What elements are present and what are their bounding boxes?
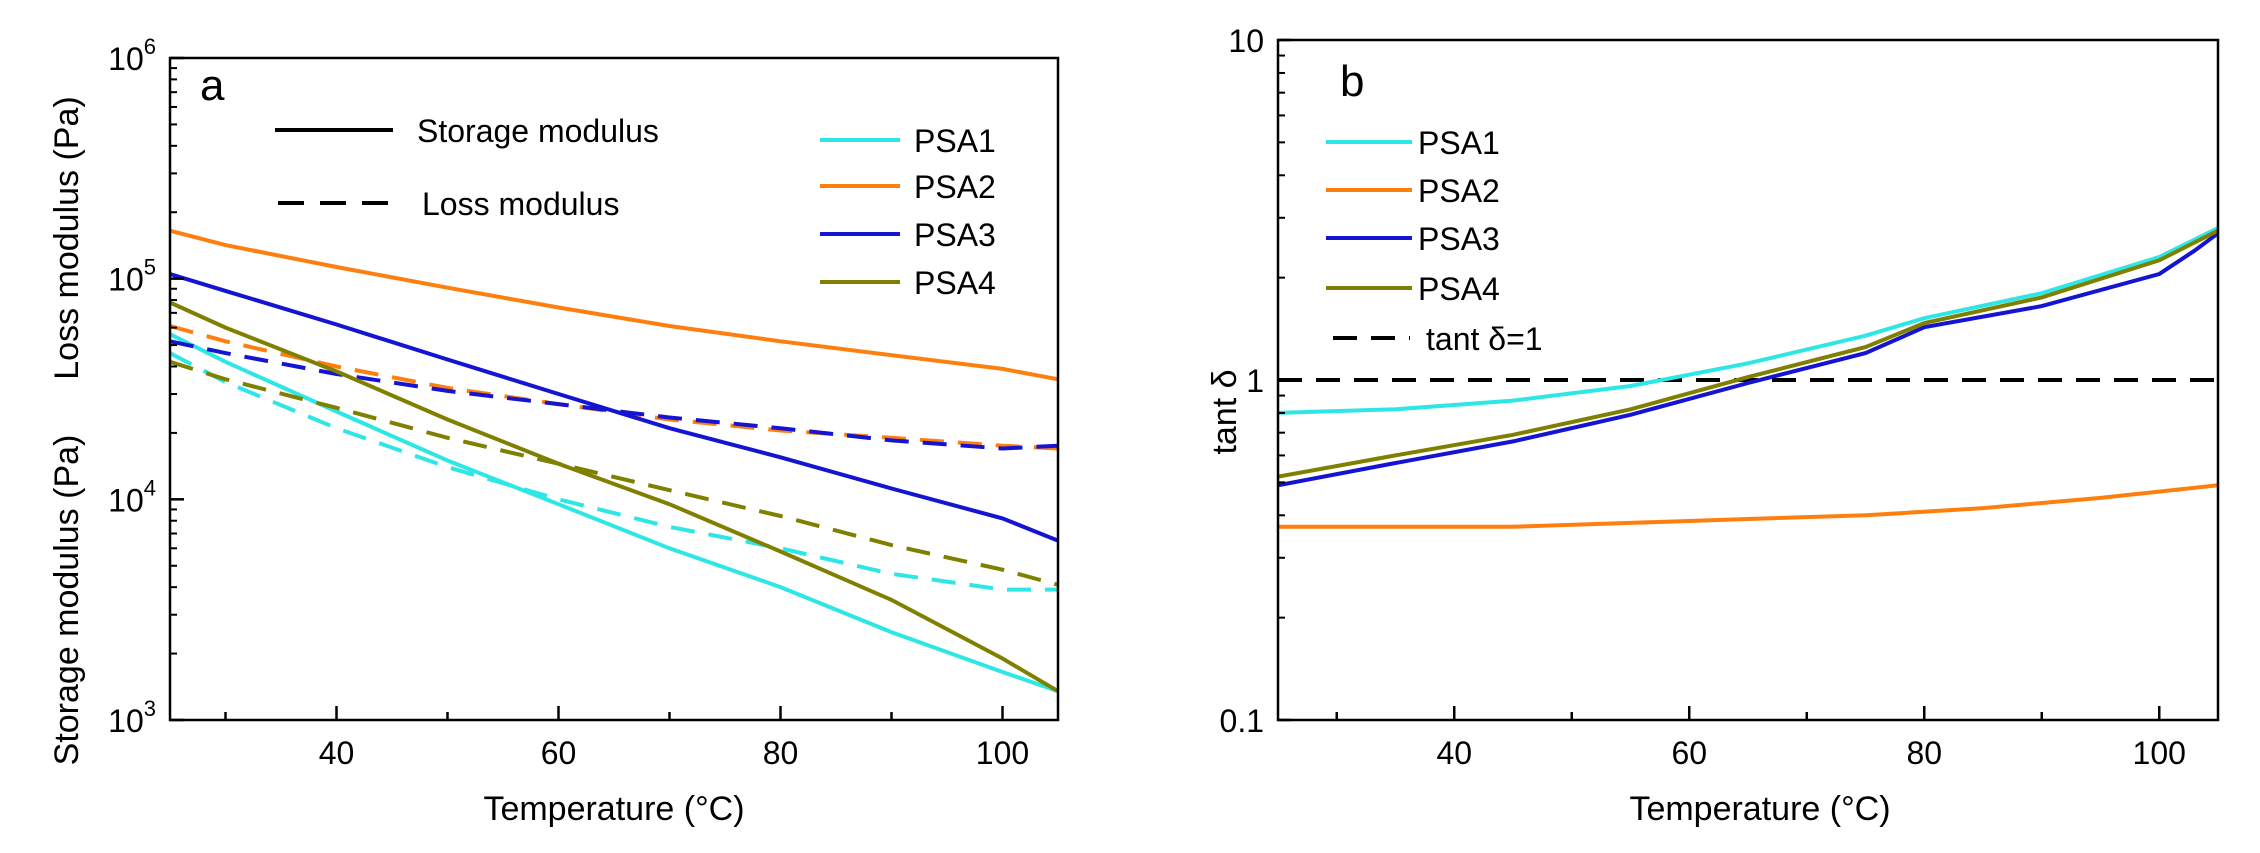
panel-b-label: b xyxy=(1340,57,1364,106)
panel-b-x-tick-label: 100 xyxy=(2133,735,2186,771)
panel-a-x-ticks: 40 60 80 100 xyxy=(224,706,1029,771)
panel-a-style-legend: Storage modulus Loss modulus xyxy=(275,113,659,222)
legend-b-psa2-label: PSA2 xyxy=(1418,173,1500,209)
panel-b-psa4-line xyxy=(1278,228,2218,479)
legend-a-psa4-label: PSA4 xyxy=(914,265,996,301)
panel-b-y-ticks: 0.1 1 10 xyxy=(1220,23,1292,739)
panel-a-y-tick-label: 103 xyxy=(108,696,156,739)
legend-b-reference-label: tant δ=1 xyxy=(1426,321,1543,357)
panel-a: 40 60 80 100 103 104 105 106 a Temperature (°C… xyxy=(48,34,1060,828)
panel-a-psa4-storage-line xyxy=(170,300,1058,693)
legend-a-psa3-label: PSA3 xyxy=(914,217,996,253)
panel-a-frame xyxy=(168,56,1060,722)
legend-b-psa4-label: PSA4 xyxy=(1418,271,1500,307)
panel-b-y-tick-label: 1 xyxy=(1246,363,1264,399)
legend-b-psa3-label: PSA3 xyxy=(1418,221,1500,257)
panel-a-y-tick-label: 104 xyxy=(108,475,156,518)
panel-a-x-tick-label: 80 xyxy=(763,735,799,771)
panel-a-y-tick-label: 105 xyxy=(108,255,156,298)
panel-b-x-ticks: 40 60 80 100 xyxy=(1335,706,2186,771)
panel-a-y-ticks: 103 104 105 106 xyxy=(108,34,184,739)
panel-b-series-group xyxy=(1278,226,2218,529)
legend-storage-modulus-label: Storage modulus xyxy=(417,113,659,149)
panel-a-label: a xyxy=(200,61,225,110)
panel-b-psa1-line xyxy=(1278,226,2218,415)
panel-b: 40 60 80 100 0.1 1 10 b Temperature (°C) tant… xyxy=(1206,23,2220,828)
panel-a-y-tick-label: 106 xyxy=(108,34,156,77)
panel-a-x-tick-label: 100 xyxy=(976,735,1029,771)
panel-a-y-axis-title-storage: Storage modulus (Pa) xyxy=(48,435,86,766)
legend-loss-modulus-label: Loss modulus xyxy=(422,186,619,222)
panel-a-psa3-storage-line xyxy=(170,272,1058,543)
panel-a-series-group xyxy=(170,228,1058,694)
panel-b-x-axis-title: Temperature (°C) xyxy=(1629,790,1890,828)
panel-a-psa2-storage-line xyxy=(170,228,1058,382)
legend-b-psa1-label: PSA1 xyxy=(1418,125,1500,161)
panel-a-y-axis-title-loss: Loss modulus (Pa) xyxy=(48,96,86,379)
panel-a-x-tick-label: 40 xyxy=(319,735,355,771)
panel-a-psa4-loss-line xyxy=(170,359,1058,587)
panel-b-legend: PSA1 PSA2 PSA3 PSA4 tant δ=1 xyxy=(1326,125,1543,357)
panel-b-psa2-line xyxy=(1278,483,2218,529)
panel-a-x-axis-title: Temperature (°C) xyxy=(483,790,744,828)
legend-a-psa1-label: PSA1 xyxy=(914,123,996,159)
panel-b-y-tick-label: 0.1 xyxy=(1220,703,1264,739)
panel-a-psa2-loss-line xyxy=(170,324,1058,451)
panel-a-x-tick-label: 60 xyxy=(541,735,577,771)
panel-b-y-axis-title: tant δ xyxy=(1206,369,1244,454)
panel-a-psa1-loss-line xyxy=(170,351,1058,592)
panel-b-x-tick-label: 40 xyxy=(1436,735,1472,771)
panel-b-x-tick-label: 60 xyxy=(1671,735,1707,771)
panel-a-series-legend: PSA1 PSA2 PSA3 PSA4 xyxy=(820,123,996,301)
panel-a-psa1-storage-line xyxy=(170,332,1058,694)
panel-b-psa3-line xyxy=(1278,231,2218,488)
panel-b-y-tick-label: 10 xyxy=(1228,23,1264,59)
panel-b-x-tick-label: 80 xyxy=(1906,735,1942,771)
legend-a-psa2-label: PSA2 xyxy=(914,169,996,205)
